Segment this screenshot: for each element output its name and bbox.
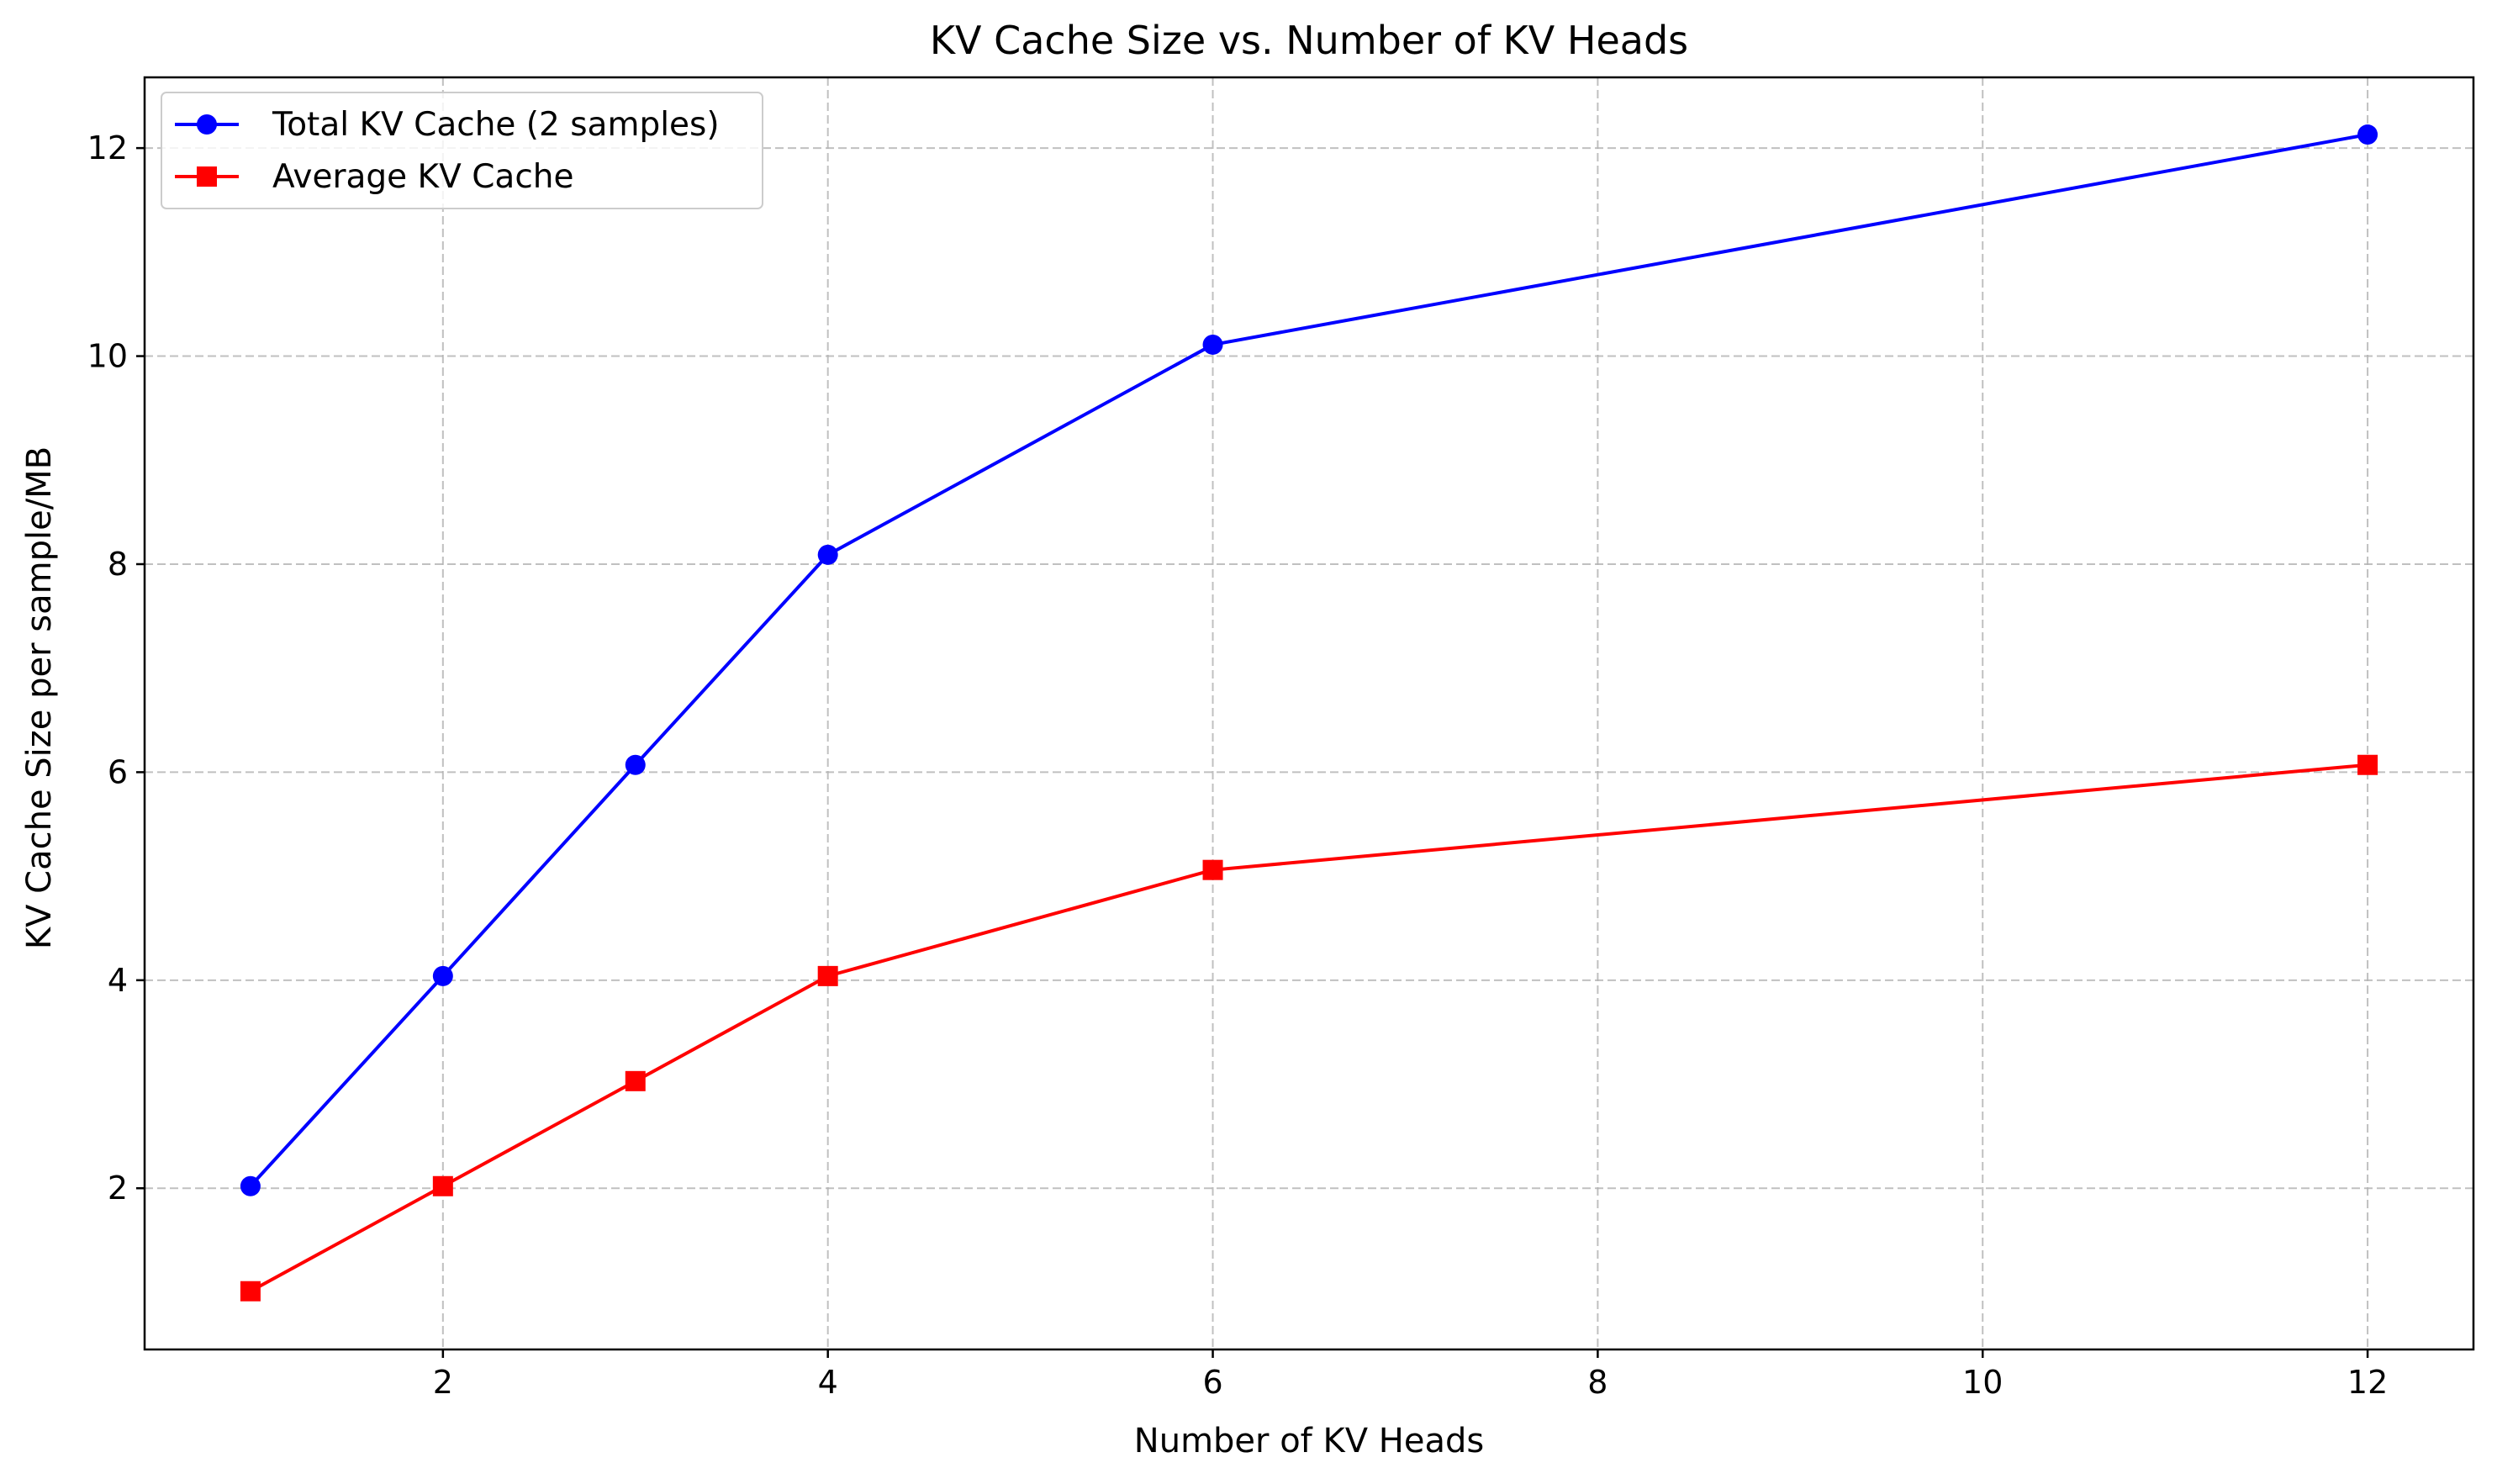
plot-frame [143,76,2475,1351]
data-point [1202,859,1223,880]
x-tick-label: 12 [2347,1364,2388,1401]
y-tick-label: 2 [108,1170,128,1207]
data-point [625,754,646,775]
legend-label: Total KV Cache (2 samples) [272,106,720,144]
data-point [817,965,838,986]
legend-label: Average KV Cache [272,158,573,196]
x-tick-label: 8 [1587,1364,1607,1401]
data-point [240,1281,261,1302]
x-tick-label: 4 [818,1364,838,1401]
series-2 [240,754,2378,1302]
legend-marker [197,114,217,135]
y-tick-label: 10 [87,338,128,375]
legend: Total KV Cache (2 samples) Average KV Cac… [161,92,763,209]
data-point [2357,754,2378,775]
data-point [432,1175,453,1196]
series-line [249,133,2368,1188]
legend-item: Average KV Cache [175,158,573,196]
legend-box [161,92,763,209]
y-tick-label: 4 [108,962,128,999]
y-tick-label: 6 [108,753,128,790]
data-point [2357,124,2378,145]
data-point [625,1070,646,1091]
series-layer [240,124,2378,1302]
x-tick-label: 2 [433,1364,453,1401]
series-1 [240,124,2378,1196]
legend-marker [197,166,217,187]
x-tick-label: 10 [1962,1364,2003,1401]
axis-ticks: 2 4 6 8 10 12 2 4 6 8 10 12 [87,129,2389,1401]
data-point [432,965,453,986]
legend-item: Total KV Cache (2 samples) [175,106,720,144]
x-axis-label: Number of KV Heads [1134,1422,1484,1460]
data-point [817,544,838,565]
x-tick-label: 6 [1202,1364,1222,1401]
data-point [1202,334,1223,355]
chart-title: KV Cache Size vs. Number of KV Heads [930,18,1688,63]
y-axis-label: KV Cache Size per sample/MB [20,446,59,949]
grid [145,77,2473,1349]
y-tick-label: 12 [87,129,128,166]
y-tick-label: 8 [108,546,128,583]
series-line [249,763,2368,1293]
data-point [240,1175,261,1196]
